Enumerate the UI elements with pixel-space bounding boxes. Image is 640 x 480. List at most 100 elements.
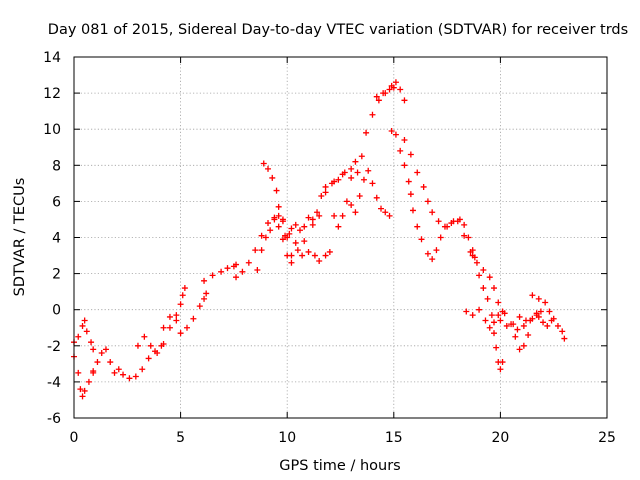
x-axis-label: GPS time / hours [279, 458, 400, 474]
data-point [537, 308, 544, 315]
data-point [516, 313, 523, 320]
data-point [292, 221, 299, 228]
y-tick-label: 4 [52, 231, 61, 247]
data-point [209, 272, 216, 279]
y-tick-label: -4 [47, 375, 61, 391]
y-tick-label: 12 [43, 86, 61, 102]
data-point [160, 324, 167, 331]
data-point [273, 187, 280, 194]
data-point [420, 183, 427, 190]
data-point [147, 342, 154, 349]
data-point [433, 247, 440, 254]
data-point [525, 331, 532, 338]
data-point [301, 238, 308, 245]
series-arc-2 [71, 353, 97, 400]
data-point [365, 167, 372, 174]
data-point [360, 176, 367, 183]
data-point [375, 97, 382, 104]
data-point [275, 212, 282, 219]
data-point [491, 319, 498, 326]
data-point [201, 277, 208, 284]
data-point [520, 342, 527, 349]
data-point [269, 174, 276, 181]
data-point [373, 194, 380, 201]
data-point [258, 232, 265, 239]
data-point [275, 223, 282, 230]
data-point [318, 192, 325, 199]
data-point [467, 248, 474, 255]
data-point [429, 256, 436, 263]
y-tick-label: 14 [43, 50, 61, 66]
data-point [348, 165, 355, 172]
data-point [465, 234, 472, 241]
series-arc-11 [288, 79, 408, 259]
data-point [461, 221, 468, 228]
grid [74, 57, 607, 418]
data-point [369, 111, 376, 118]
data-point [292, 239, 299, 246]
data-point [356, 192, 363, 199]
series-arc-16 [469, 252, 506, 373]
x-tick-label: 0 [70, 430, 79, 446]
data-point [305, 214, 312, 221]
data-point [79, 393, 86, 400]
data-point [201, 295, 208, 302]
data-point [392, 79, 399, 86]
data-point [469, 252, 476, 259]
data-point [258, 247, 265, 254]
data-point [497, 317, 504, 324]
data-point [83, 328, 90, 335]
data-point [94, 359, 101, 366]
data-point [322, 189, 329, 196]
data-point [559, 328, 566, 335]
data-point [516, 346, 523, 353]
data-point [314, 209, 321, 216]
data-point [154, 350, 161, 357]
data-point [486, 274, 493, 281]
data-point [177, 330, 184, 337]
series-arc-3 [90, 342, 165, 382]
data-point [495, 299, 502, 306]
data-point [424, 198, 431, 205]
data-point [245, 259, 252, 266]
data-point [335, 176, 342, 183]
data-point [88, 339, 95, 346]
chart-title: Day 081 of 2015, Sidereal Day-to-day VTE… [48, 22, 628, 38]
x-tick-label: 25 [598, 430, 616, 446]
data-point [322, 183, 329, 190]
data-point [305, 248, 312, 255]
data-point [535, 295, 542, 302]
data-point [85, 378, 92, 385]
data-point [90, 346, 97, 353]
data-point [339, 171, 346, 178]
series-arc-19 [514, 308, 544, 333]
series-arc-9 [260, 160, 289, 239]
series-arc-13 [373, 84, 397, 100]
data-point [286, 230, 293, 237]
data-point [132, 373, 139, 380]
data-point [554, 322, 561, 329]
data-point [252, 247, 259, 254]
data-point [181, 285, 188, 292]
data-point [476, 306, 483, 313]
data-point [311, 252, 318, 259]
data-point [284, 234, 291, 241]
data-point [102, 346, 109, 353]
data-point [369, 180, 376, 187]
data-point [480, 266, 487, 273]
data-point [203, 290, 210, 297]
data-point [382, 209, 389, 216]
series-arc-5 [160, 290, 210, 337]
data-point [378, 205, 385, 212]
data-point [335, 223, 342, 230]
data-point [183, 324, 190, 331]
x-tick-label: 20 [491, 430, 509, 446]
data-point [392, 131, 399, 138]
data-point [139, 366, 146, 373]
series-arc-15 [401, 137, 506, 315]
data-point [301, 223, 308, 230]
data-point [316, 257, 323, 264]
series-arc-17 [463, 306, 532, 353]
data-point [520, 322, 527, 329]
data-point [309, 221, 316, 228]
